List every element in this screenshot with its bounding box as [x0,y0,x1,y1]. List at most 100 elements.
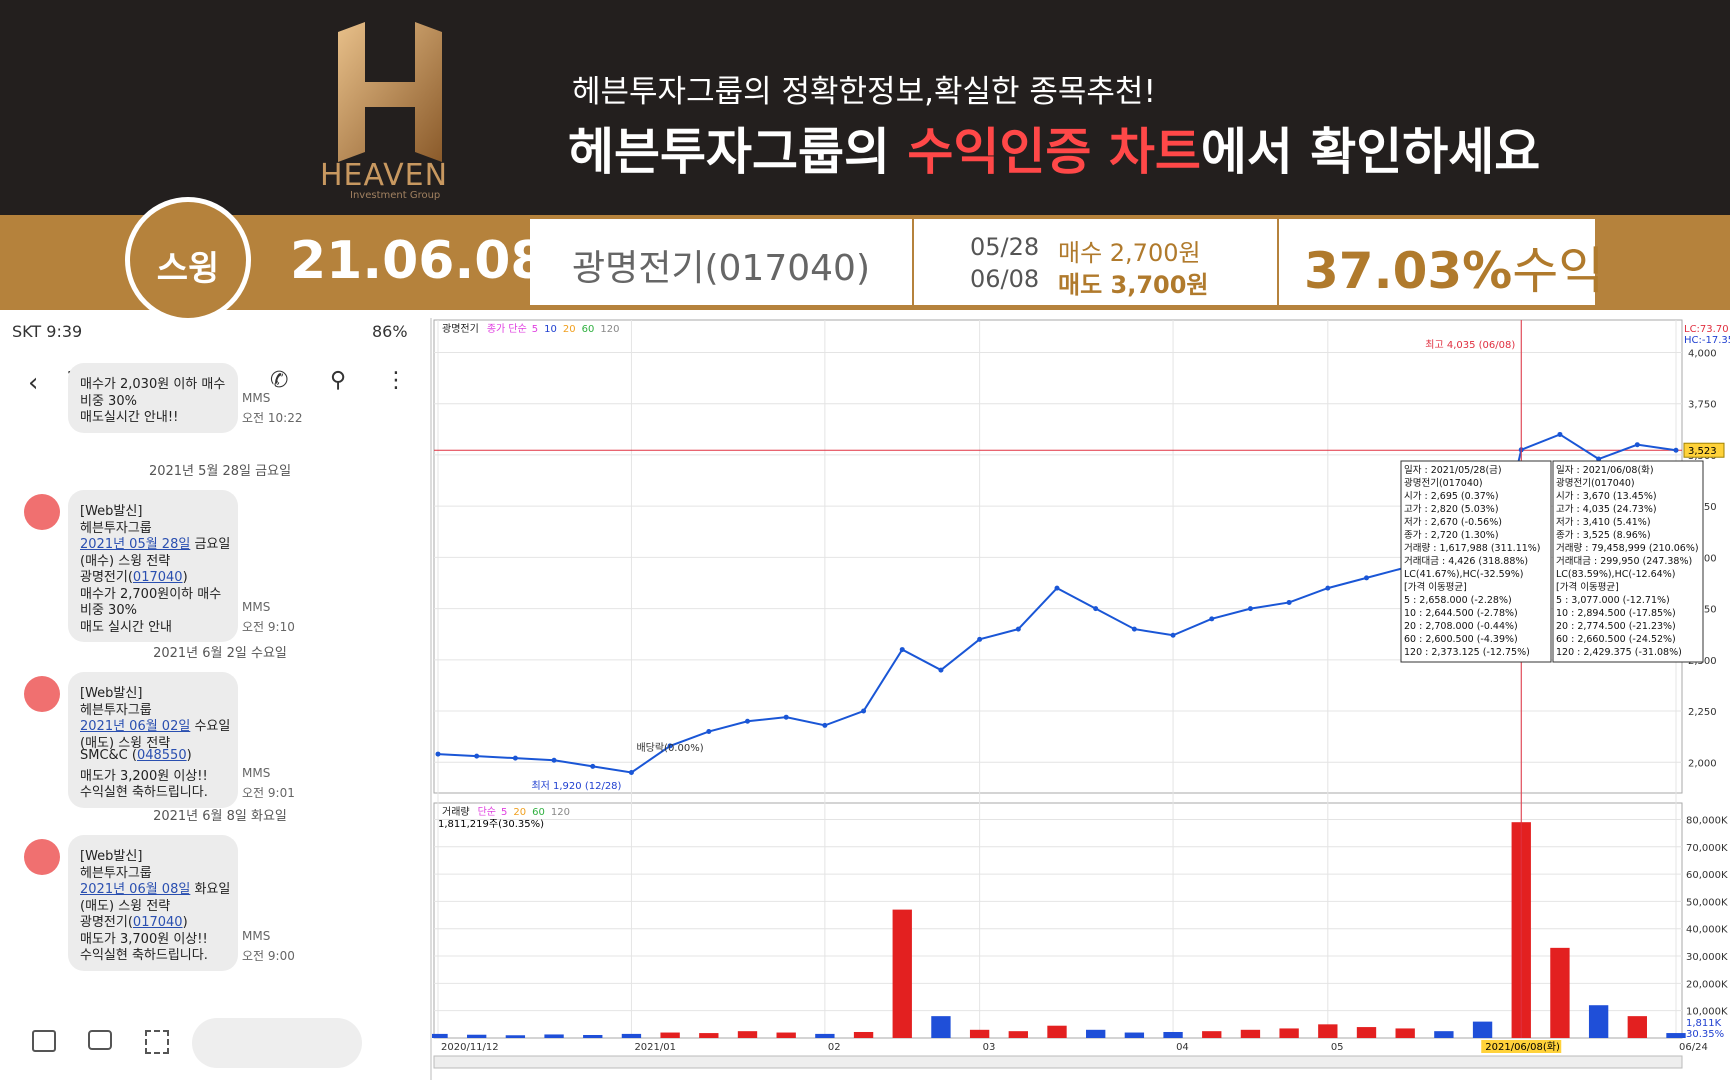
message-text: 비중 30% [80,603,137,618]
corner-label: LC:73.70 [1684,324,1729,335]
message-link[interactable]: 048550 [136,748,187,763]
trade-box [914,219,1277,305]
tooltip-line: 60 : 2,600.500 (-4.39%) [1404,634,1518,645]
y-tick-label: 60,000K [1686,870,1728,881]
message-link[interactable]: 017040 [132,570,183,585]
x-tick-label: 2021/01 [634,1042,676,1053]
message-line: 매수가 2,030원 이하 매수 [80,373,225,392]
volume-bar [1356,1027,1377,1038]
tagline: 헤븐투자그룹의 정확한정보,확실한 종목추천! [572,74,1156,110]
current-price-label: 3,523 [1688,446,1717,457]
message-text: [Web발신] [80,504,143,519]
y-tick-label: 30,000K [1686,952,1728,963]
message-text: 매도가 3,200원 이상!! [80,768,208,784]
avatar [24,839,60,875]
message-line: (매수) 스윙 전략 [80,550,170,569]
menu-button[interactable]: ⋮ [385,368,407,393]
headline-pre: 헤븐투자그룹의 [568,123,908,181]
volume-bar [1395,1028,1415,1038]
price-point [1247,606,1253,612]
message-text: 화요일 [190,882,231,897]
price-point [1093,606,1099,612]
price-point [1054,585,1060,591]
tooltip-line: 10 : 2,894.500 (-17.85%) [1556,608,1676,619]
message-text: 광명전기( [80,915,133,930]
x-tick-label: 06/24 [1679,1042,1708,1053]
message-line: 매도가 3,700원 이상!! [80,928,208,947]
call-button[interactable]: ✆ [270,368,289,393]
message-bubble [68,835,238,971]
legend-entry: 20 [513,807,526,818]
message-link[interactable]: 2021년 06월 02일 [80,719,191,734]
input-field[interactable] [192,1018,362,1068]
date-divider: 2021년 5월 28일 금요일 [148,464,292,479]
volume-bar [1163,1031,1183,1038]
price-point [899,647,905,653]
badge-text: 스윙 [156,249,220,289]
tooltip-line: 시가 : 3,670 (13.45%) [1556,491,1657,502]
volume-bar [1124,1032,1145,1038]
gallery-button[interactable] [32,1030,56,1052]
message-line: 2021년 06월 08일 화요일 [80,878,230,897]
tooltip-line: 거래대금 : 299,950 (247.38%) [1556,556,1692,567]
message-text: 매수가 2,700원이하 매수 [80,586,222,602]
volume-bar [1472,1021,1493,1038]
y-tick-label: 50,000K [1686,897,1728,908]
volume-bar [699,1033,719,1038]
tooltip-line: 광명전기(017040) [1404,477,1483,489]
logo-mark [338,22,442,162]
price-point [1286,599,1292,605]
volume-bar [1666,1033,1686,1038]
date-divider: 2021년 6월 2일 수요일 [153,646,287,661]
message-text: 매도실시간 안내!! [80,410,179,425]
legend-title: 거래량 [442,806,470,818]
volume-current-label: 1,811K [1686,1018,1722,1029]
price-point [1325,585,1331,591]
cursor-label: 2021/06/08(화) [1485,1041,1560,1053]
message-line: 헤븐투자그룹 [80,862,152,881]
message-line: 2021년 05월 28일 금요일 [80,533,230,552]
x-tick-label: 03 [983,1042,996,1053]
search-button[interactable]: ⚲ [330,368,347,393]
message-text: 광명전기( [80,570,133,585]
y-tick-label: 80,000K [1686,815,1728,826]
price-point [977,636,983,642]
message-text: 매수가 2,030원 이하 매수 [80,377,226,392]
tooltip-line: 20 : 2,774.500 (-21.23%) [1556,621,1676,632]
volume-bar [776,1032,796,1038]
message-link[interactable]: 2021년 06월 08일 [80,882,191,897]
camera-button[interactable] [88,1030,112,1050]
headline: 헤븐투자그룹의 수익인증 차트에서 확인하세요 [568,112,1540,184]
message-text: 헤븐투자그룹 [80,865,152,881]
volume-bar [815,1033,835,1038]
annotation: 최저 1,920 (12/28) [531,780,621,792]
message-link[interactable]: 017040 [132,915,183,930]
tooltip-line: [가격 이동평균] [1404,581,1467,593]
cursor-box [1481,1040,1562,1053]
legend-entry: 60 [582,324,595,335]
tooltip-line: 거래량 : 79,458,999 (210.06%) [1556,542,1699,554]
tooltip-line: 저가 : 2,670 (-0.56%) [1404,517,1502,528]
price-point [667,743,673,749]
y-tick-label: 2,000 [1688,758,1717,769]
legend-entry: 120 [600,324,619,335]
message-link[interactable]: 2021년 05월 28일 [80,537,191,552]
message-line: 비중 30% [80,599,137,618]
message-time: 오전 9:00 [242,948,295,963]
x-tick-label: 04 [1176,1042,1189,1053]
info-bar: 스윙 21.06.08 광명전기(017040) 05/28 매수 2,700원… [0,197,1730,323]
volume-bar [931,1016,951,1038]
price-point [938,667,944,673]
message-bubble [68,363,238,433]
price-point [706,729,712,735]
date-divider: 2021년 6월 8일 화요일 [153,809,287,824]
volume-bar [1240,1029,1261,1038]
back-button[interactable]: ‹ [28,368,39,398]
sell: 매도 3,700원 [1058,271,1209,299]
price-point [1209,616,1215,622]
volume-bar [1008,1031,1028,1038]
headline-post: 에서 확인하세요 [1200,123,1541,181]
price-point [822,722,828,728]
message-line: SMC&C (048550) [80,748,192,763]
apps-button[interactable] [145,1030,169,1054]
